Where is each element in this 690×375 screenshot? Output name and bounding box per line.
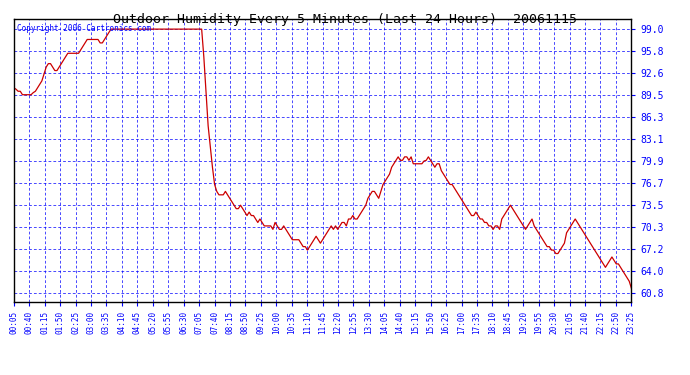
Text: Outdoor Humidity Every 5 Minutes (Last 24 Hours)  20061115: Outdoor Humidity Every 5 Minutes (Last 2… [113, 13, 577, 26]
Text: Copyright 2006 Cartronics.com: Copyright 2006 Cartronics.com [17, 24, 151, 33]
